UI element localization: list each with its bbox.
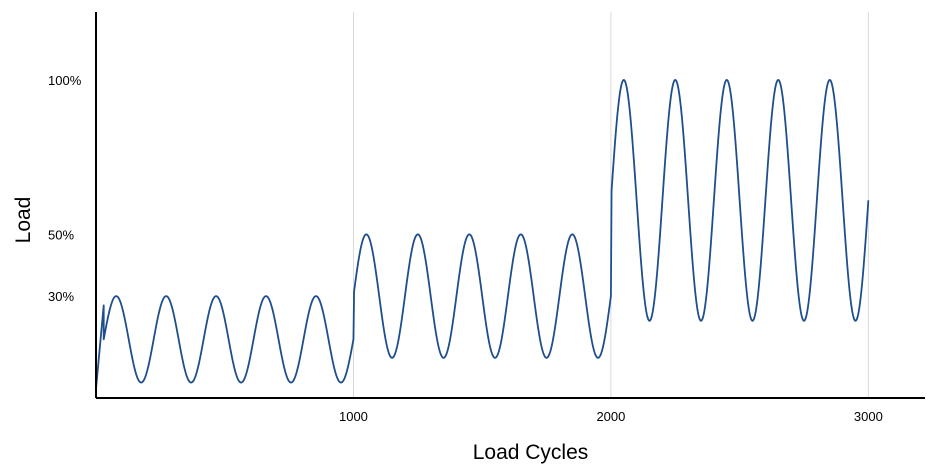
y-tick-label: 50% — [48, 227, 74, 242]
x-tick-label: 3000 — [854, 409, 883, 424]
tick-labels: 1000 2000 3000 30% 50% 100% — [48, 73, 883, 424]
series-layer — [95, 79, 870, 389]
y-axis-title: Load — [12, 197, 35, 244]
y-tick-label: 30% — [48, 289, 74, 304]
axes — [95, 12, 925, 399]
x-axis-title: Load Cycles — [473, 441, 589, 464]
x-tick-label: 2000 — [596, 409, 625, 424]
x-tick-label: 1000 — [339, 409, 368, 424]
load-series-line — [95, 79, 870, 389]
y-tick-label: 100% — [48, 73, 82, 88]
